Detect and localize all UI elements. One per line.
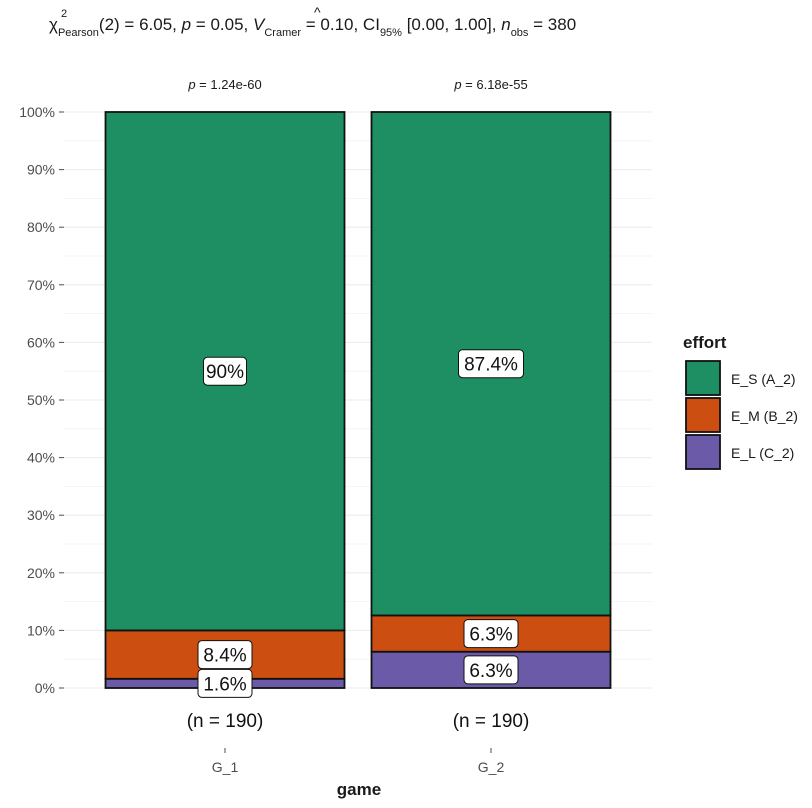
y-tick-label: 70% xyxy=(27,277,55,293)
p-value-label: p = 1.24e-60 xyxy=(187,77,261,92)
data-labels: 1.6% 8.4% 90% 6.3% 6.3% 87.4% xyxy=(197,349,524,698)
x-tick-label: G_2 xyxy=(478,759,505,775)
legend: effort E_S (A_2) E_M (B_2) E_L (C_2) xyxy=(683,333,798,470)
data-label-box xyxy=(463,655,519,685)
y-tick-label: 60% xyxy=(27,334,55,350)
legend-swatch xyxy=(685,397,721,433)
y-tick-label: 90% xyxy=(27,162,55,178)
y-tick-label: 50% xyxy=(27,392,55,408)
y-tick-label: 10% xyxy=(27,622,55,638)
count-label: (n = 190) xyxy=(187,711,264,732)
y-tick-label: 100% xyxy=(19,104,55,120)
data-label-box xyxy=(203,356,247,386)
y-tick-label: 0% xyxy=(35,680,55,696)
data-label-box xyxy=(463,619,519,649)
data-label: 90% xyxy=(206,362,244,383)
x-axis: G_1 G_2 xyxy=(212,748,505,775)
annotations: p = 1.24e-60 (n = 190) p = 6.18e-55 (n = 19… xyxy=(187,77,530,732)
y-tick-label: 30% xyxy=(27,507,55,523)
y-axis: 0% 10% 20% 30% 40% 50% 60% 70% 80% 90% 100% xyxy=(19,104,64,696)
y-tick-label: 40% xyxy=(27,450,55,466)
data-label: 6.3% xyxy=(469,625,512,646)
x-tick-label: G_1 xyxy=(212,759,239,775)
legend-label: E_M (B_2) xyxy=(731,408,798,424)
legend-title: effort xyxy=(683,333,727,352)
y-tick-label: 20% xyxy=(27,565,55,581)
legend-swatch xyxy=(685,360,721,396)
x-axis-title: game xyxy=(337,780,381,799)
chi-squared-superscript: 2 xyxy=(61,8,67,20)
legend-swatch xyxy=(685,434,721,470)
data-label-box xyxy=(197,668,253,698)
data-label: 1.6% xyxy=(203,674,246,695)
data-label-box xyxy=(458,349,524,379)
y-tick-label: 80% xyxy=(27,219,55,235)
data-label: 6.3% xyxy=(469,661,512,682)
data-label-box xyxy=(197,640,253,670)
cramer-v-hat: ^ xyxy=(314,4,321,20)
data-label: 8.4% xyxy=(203,646,246,667)
p-value-label: p = 6.18e-55 xyxy=(453,77,527,92)
chart-subtitle: χPearson(2) = 6.05, p = 0.05, VCramer = … xyxy=(49,15,576,39)
legend-label: E_L (C_2) xyxy=(731,445,794,461)
count-label: (n = 190) xyxy=(453,711,530,732)
data-label: 87.4% xyxy=(464,355,518,376)
legend-label: E_S (A_2) xyxy=(731,371,796,387)
